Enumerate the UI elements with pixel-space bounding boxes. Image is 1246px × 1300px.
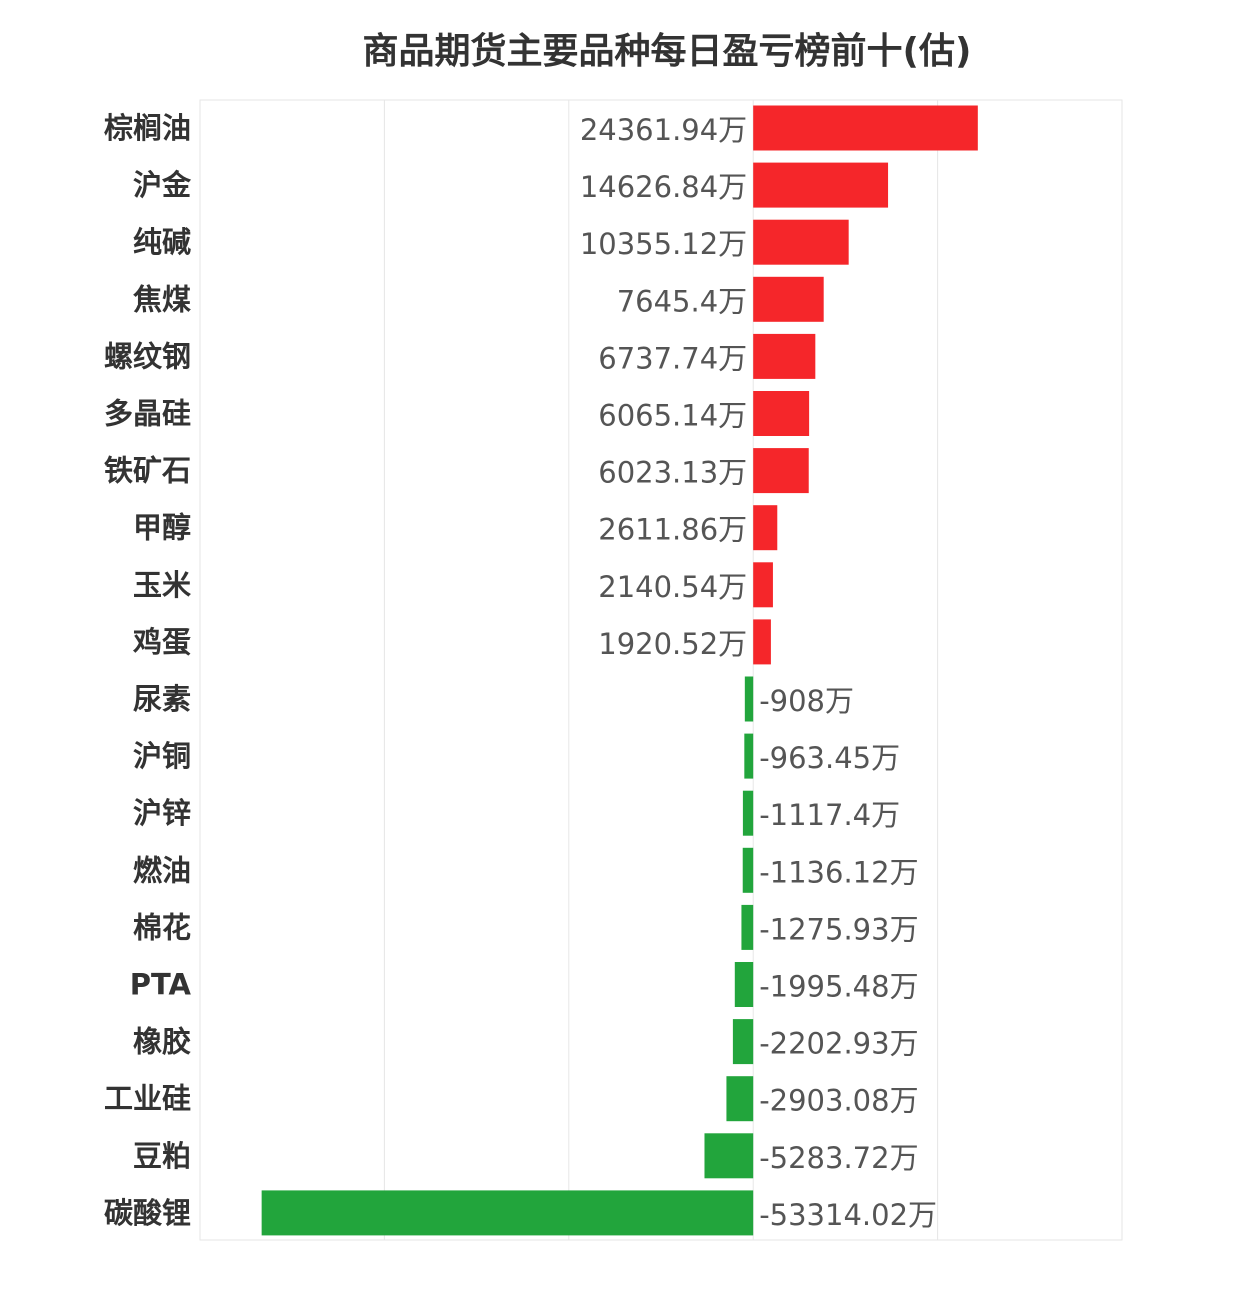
category-label: 碳酸锂 xyxy=(104,1196,191,1230)
value-labels: 24361.94万 14626.84万 10355.12万 7645.4万 6737.7… xyxy=(580,113,937,1232)
data-label: -963.45万 xyxy=(759,741,900,775)
bar xyxy=(753,333,816,379)
data-label: -1995.48万 xyxy=(759,970,918,1004)
data-label: -2202.93万 xyxy=(759,1027,918,1061)
bar xyxy=(744,676,754,722)
plot-border xyxy=(199,99,1123,1241)
data-label: -1275.93万 xyxy=(759,912,918,946)
bar xyxy=(726,1076,754,1122)
data-label: 14626.84万 xyxy=(580,170,747,204)
category-label: 工业硅 xyxy=(104,1082,191,1116)
data-label: 1920.52万 xyxy=(598,627,747,661)
category-label: 沪锌 xyxy=(133,796,191,830)
data-label: -1117.4万 xyxy=(759,798,900,832)
category-label: 多晶硅 xyxy=(104,397,191,431)
category-label: 尿素 xyxy=(133,682,191,716)
data-label: 24361.94万 xyxy=(580,113,747,147)
bar xyxy=(704,1133,754,1179)
data-label: -908万 xyxy=(759,684,854,718)
category-label: 豆粕 xyxy=(133,1139,191,1173)
category-label: 纯碱 xyxy=(133,225,191,259)
category-label: 焦煤 xyxy=(133,282,191,316)
bar xyxy=(732,1019,754,1065)
bar xyxy=(734,962,754,1007)
data-label: -5283.72万 xyxy=(759,1141,918,1175)
bar xyxy=(742,790,754,836)
bar xyxy=(753,619,771,665)
chart-title: 商品期货主要品种每日盈亏榜前十(估) xyxy=(362,31,972,72)
bar xyxy=(753,276,824,322)
bars xyxy=(261,105,978,1236)
data-label: 7645.4万 xyxy=(617,284,747,318)
category-label: 铁矿石 xyxy=(104,454,191,488)
category-label: 棉花 xyxy=(133,910,191,944)
data-label: 10355.12万 xyxy=(580,227,747,261)
category-label: 甲醇 xyxy=(133,511,191,545)
category-label: 橡胶 xyxy=(133,1025,191,1059)
data-label: 6023.13万 xyxy=(598,456,747,490)
bar xyxy=(753,105,978,151)
bar xyxy=(753,162,889,208)
bar xyxy=(742,847,754,893)
bar xyxy=(753,219,849,265)
data-label: 2140.54万 xyxy=(598,570,747,604)
bar xyxy=(261,1190,754,1236)
data-label: 6065.14万 xyxy=(598,399,747,433)
category-label: 鸡蛋 xyxy=(133,625,191,659)
bar xyxy=(753,562,773,608)
data-label: -53314.02万 xyxy=(759,1198,937,1232)
category-label: 沪金 xyxy=(133,168,192,202)
data-label: -1136.12万 xyxy=(759,855,918,889)
bar xyxy=(741,904,754,950)
category-label: 沪铜 xyxy=(133,739,191,773)
bar xyxy=(753,448,809,494)
bar xyxy=(753,391,810,436)
data-label: -2903.08万 xyxy=(759,1084,918,1118)
bar xyxy=(744,733,754,779)
data-label: 6737.74万 xyxy=(598,341,747,375)
bar xyxy=(753,505,778,551)
grid-lines xyxy=(199,99,1123,1241)
category-label: 燃油 xyxy=(133,853,191,887)
category-label: 棕榈油 xyxy=(104,111,191,145)
category-label: 玉米 xyxy=(133,568,191,602)
data-label: 2611.86万 xyxy=(598,513,747,547)
category-label: PTA xyxy=(130,968,192,1002)
category-label: 螺纹钢 xyxy=(104,339,191,373)
